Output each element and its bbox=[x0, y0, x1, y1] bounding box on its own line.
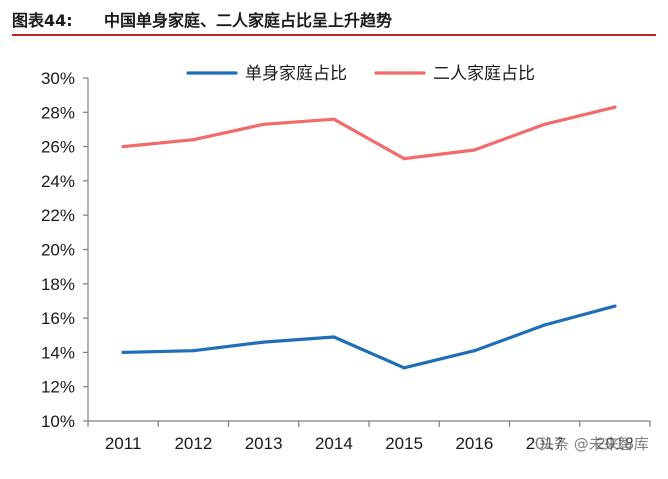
figure-label: 图表44: bbox=[12, 11, 73, 30]
x-tick-label: 2011 bbox=[105, 434, 142, 453]
y-tick-label: 26% bbox=[41, 138, 75, 157]
y-tick-label: 28% bbox=[41, 103, 75, 122]
y-tick-label: 20% bbox=[41, 241, 75, 260]
data-point-single bbox=[402, 366, 406, 370]
data-point-single bbox=[262, 340, 266, 344]
x-tick-label: 2012 bbox=[174, 434, 212, 453]
x-tick-label: 2013 bbox=[245, 434, 283, 453]
data-point-couple bbox=[402, 157, 406, 161]
series-line-single bbox=[121, 304, 617, 370]
data-point-single bbox=[332, 335, 336, 339]
y-tick-label: 10% bbox=[41, 412, 75, 431]
data-point-couple bbox=[262, 122, 266, 126]
data-point-couple bbox=[543, 122, 547, 126]
data-point-couple bbox=[472, 148, 476, 152]
data-point-couple bbox=[121, 145, 125, 149]
y-tick-label: 16% bbox=[41, 309, 75, 328]
data-point-couple bbox=[191, 138, 195, 142]
y-tick-label: 14% bbox=[41, 343, 75, 362]
watermark: 头条 @未来智库 bbox=[536, 432, 652, 455]
series-line-couple bbox=[121, 105, 617, 161]
y-tick-label: 12% bbox=[41, 378, 75, 397]
series-lines bbox=[121, 105, 617, 370]
y-tick-label: 24% bbox=[41, 172, 75, 191]
figure-title: 中国单身家庭、二人家庭占比呈上升趋势 bbox=[104, 11, 393, 30]
y-tick-label: 30% bbox=[41, 69, 75, 88]
data-point-single bbox=[191, 349, 195, 353]
data-point-couple bbox=[332, 117, 336, 121]
y-tick-label: 18% bbox=[41, 275, 75, 294]
x-tick-label: 2014 bbox=[315, 434, 353, 453]
data-point-single bbox=[472, 349, 476, 353]
data-point-single bbox=[543, 323, 547, 327]
data-point-single bbox=[121, 350, 125, 354]
x-tick-label: 2018 bbox=[596, 434, 634, 453]
legend-label: 单身家庭占比 bbox=[245, 64, 347, 84]
y-tick-label: 22% bbox=[41, 206, 75, 225]
axes: 10% 12% 14% 16% 18% 20% 22% 24% 26% 28% 30% 2011 201… bbox=[41, 69, 651, 453]
data-point-couple bbox=[613, 105, 617, 109]
x-tick-label: 2017 bbox=[526, 434, 564, 453]
x-tick-label: 2016 bbox=[455, 434, 493, 453]
figure-header: 图表44: 中国单身家庭、二人家庭占比呈上升趋势 bbox=[12, 6, 656, 32]
x-tick-label: 2015 bbox=[385, 434, 423, 453]
legend: 单身家庭占比 二人家庭占比 bbox=[186, 64, 535, 84]
legend-label: 二人家庭占比 bbox=[433, 64, 535, 84]
header-divider bbox=[12, 34, 656, 36]
data-point-single bbox=[613, 304, 617, 308]
